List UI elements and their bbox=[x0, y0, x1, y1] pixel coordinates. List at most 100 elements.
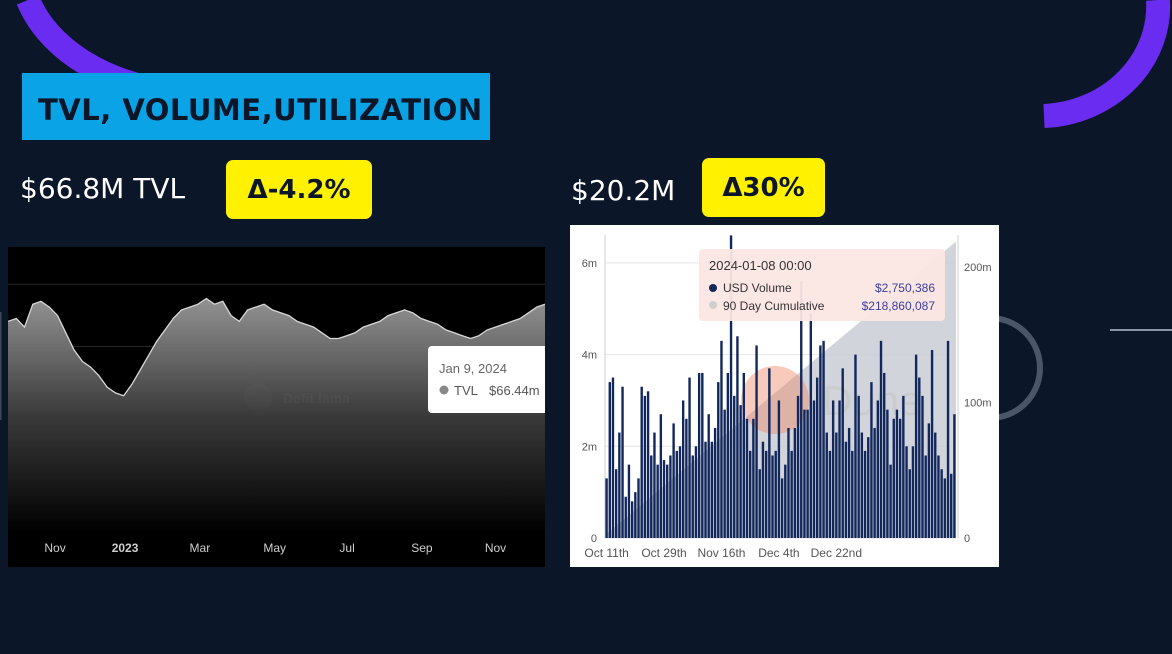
tvl-x-tick-label: May bbox=[263, 541, 286, 555]
volume-bar bbox=[796, 395, 800, 538]
volume-bar bbox=[876, 400, 880, 538]
volume-bar bbox=[784, 464, 787, 538]
volume-x-tick-label: Dec 22nd bbox=[811, 546, 862, 560]
volume-bar bbox=[822, 340, 825, 538]
volume-y-right-tick: 200m bbox=[964, 262, 992, 274]
volume-bar bbox=[675, 450, 678, 538]
volume-bar bbox=[774, 450, 777, 538]
volume-tooltip-date: 2024-01-08 00:00 bbox=[709, 258, 812, 273]
tvl-x-tick-label: Sep bbox=[411, 541, 433, 555]
volume-y-left-tick: 2m bbox=[582, 441, 597, 453]
volume-bar bbox=[748, 450, 752, 538]
volume-bar bbox=[946, 340, 950, 538]
volume-bar bbox=[691, 455, 694, 538]
volume-bar bbox=[867, 437, 870, 538]
volume-bar bbox=[883, 372, 886, 538]
usd-volume-marker-icon bbox=[709, 284, 717, 292]
volume-bar bbox=[646, 391, 650, 538]
tvl-tooltip-label: TVL bbox=[454, 383, 478, 398]
volume-bar bbox=[911, 446, 915, 538]
volume-bar bbox=[905, 446, 908, 538]
volume-bar bbox=[918, 377, 921, 538]
volume-bar bbox=[854, 354, 857, 538]
volume-bar bbox=[863, 450, 867, 538]
volume-bar bbox=[720, 340, 723, 538]
tvl-x-tick-label: 2023 bbox=[112, 541, 139, 555]
volume-bar bbox=[902, 395, 905, 538]
volume-bar bbox=[614, 469, 618, 538]
volume-bar bbox=[844, 441, 848, 538]
volume-bar bbox=[803, 409, 806, 538]
volume-bar bbox=[634, 492, 637, 538]
volume-bar bbox=[745, 418, 749, 538]
volume-bar bbox=[806, 409, 809, 538]
tvl-value: $66.8M TVL bbox=[20, 172, 186, 205]
volume-bar bbox=[758, 469, 761, 538]
tvl-area bbox=[8, 298, 545, 533]
section-title-box: TVL, VOLUME,UTILIZATION bbox=[22, 73, 490, 140]
tvl-x-tick-label: Nov bbox=[485, 541, 506, 555]
dune-logo-icon bbox=[741, 366, 809, 434]
volume-bar bbox=[624, 496, 627, 538]
section-title: TVL, VOLUME,UTILIZATION bbox=[38, 93, 483, 127]
volume-bar bbox=[653, 432, 656, 538]
tvl-tooltip-marker-icon bbox=[439, 385, 449, 395]
volume-bar bbox=[627, 464, 631, 538]
volume-bar bbox=[790, 450, 793, 538]
volume-bar bbox=[892, 418, 895, 538]
tvl-tooltip-date: Jan 9, 2024 bbox=[439, 361, 507, 376]
volume-bar bbox=[656, 464, 659, 538]
volume-bar bbox=[937, 455, 940, 538]
volume-tooltip: 2024-01-08 00:00 USD Volume $2,750,386 90 D… bbox=[699, 249, 945, 321]
tvl-series-line bbox=[8, 297, 545, 397]
volume-bar bbox=[940, 469, 943, 538]
volume-bar bbox=[640, 386, 643, 538]
volume-bar bbox=[710, 441, 714, 538]
volume-bar bbox=[669, 455, 672, 538]
volume-bar bbox=[812, 400, 816, 538]
volume-bar bbox=[870, 382, 873, 538]
volume-bar bbox=[643, 395, 647, 538]
volume-bar bbox=[777, 400, 781, 538]
volume-bar bbox=[605, 478, 608, 538]
volume-bar bbox=[889, 464, 892, 538]
volume-bar bbox=[697, 372, 701, 538]
volume-bar bbox=[717, 382, 720, 538]
volume-bar bbox=[707, 414, 710, 538]
cumulative-tooltip-value: $218,860,087 bbox=[862, 299, 936, 313]
volume-bar bbox=[908, 469, 911, 538]
volume-bar bbox=[723, 409, 726, 538]
volume-tooltip-label: USD Volume bbox=[723, 281, 792, 295]
volume-bar bbox=[637, 478, 640, 538]
volume-bar bbox=[831, 400, 835, 538]
cumulative-marker-icon bbox=[709, 301, 717, 309]
volume-bar bbox=[662, 460, 666, 538]
volume-bar bbox=[742, 372, 745, 538]
volume-bar bbox=[921, 395, 924, 538]
volume-bar bbox=[764, 450, 768, 538]
volume-bar bbox=[857, 395, 860, 538]
volume-bar bbox=[886, 409, 889, 538]
volume-bar bbox=[847, 427, 851, 538]
volume-bar bbox=[650, 455, 653, 538]
volume-change-badge: Δ30% bbox=[702, 158, 825, 217]
volume-bar bbox=[943, 478, 947, 538]
volume-value: $20.2M bbox=[571, 174, 676, 207]
volume-bar bbox=[953, 414, 956, 538]
volume-bar bbox=[729, 235, 733, 539]
volume-bar bbox=[838, 400, 841, 538]
volume-bar bbox=[608, 382, 611, 538]
volume-y-right-tick: 0 bbox=[964, 533, 970, 545]
volume-tooltip-value: $2,750,386 bbox=[875, 281, 935, 295]
volume-bar bbox=[828, 450, 832, 538]
volume-x-tick-label: Dec 4th bbox=[758, 546, 799, 560]
volume-bar bbox=[914, 354, 918, 538]
volume-bar bbox=[780, 478, 784, 538]
volume-bar bbox=[816, 377, 819, 538]
volume-bar bbox=[950, 473, 953, 538]
volume-bar bbox=[761, 441, 765, 538]
volume-x-tick-label: Oct 29th bbox=[641, 546, 686, 560]
volume-bar bbox=[835, 432, 838, 538]
volume-tooltip-box bbox=[699, 249, 945, 321]
volume-bar bbox=[927, 423, 931, 538]
